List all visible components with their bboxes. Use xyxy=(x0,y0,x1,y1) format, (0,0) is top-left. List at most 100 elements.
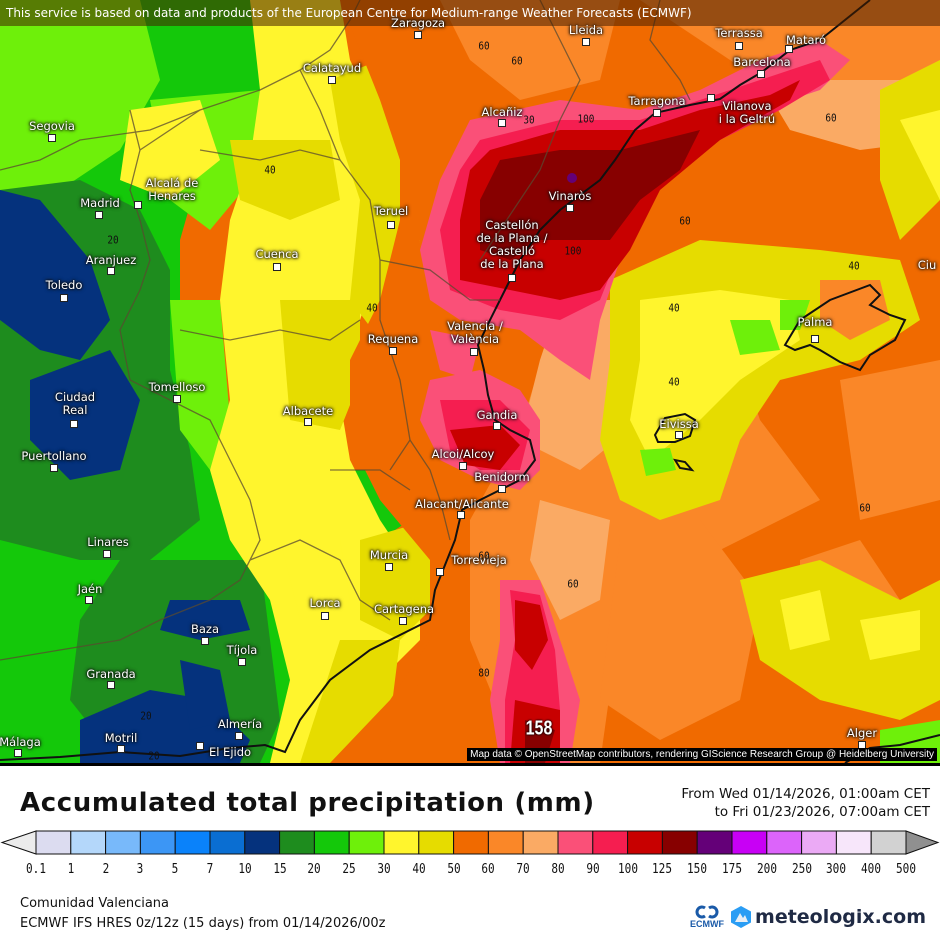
colorbar-tick-label: 60 xyxy=(481,862,496,877)
city-label: Teruel xyxy=(373,204,409,218)
contour-label: 20 xyxy=(107,233,119,247)
city-label: Alger xyxy=(846,726,878,740)
city-label: Mataró xyxy=(785,33,827,47)
colorbar-tick-label: 30 xyxy=(377,862,391,877)
contour-label: 40 xyxy=(668,375,680,389)
colorbar-tick-label: 40 xyxy=(412,862,426,877)
city-label: Jaén xyxy=(77,582,103,596)
city-label: Barcelona xyxy=(733,55,791,69)
city-marker-icon xyxy=(653,109,661,117)
city-marker-icon xyxy=(14,749,22,757)
contour-label: 40 xyxy=(848,259,860,273)
colorbar-swatch xyxy=(627,830,663,855)
colorbar-tick-label: 175 xyxy=(722,862,742,877)
colorbar-tick-label: 300 xyxy=(826,862,847,877)
city-label: Alcalá de Henares xyxy=(145,176,199,203)
colorbar-swatch xyxy=(348,830,385,855)
city-marker-icon xyxy=(389,347,397,355)
city-marker-icon xyxy=(70,420,78,428)
map-attribution[interactable]: Map data © OpenStreetMap contributors, r… xyxy=(467,748,937,761)
colorbar-swatch xyxy=(487,830,524,855)
colorbar-swatch xyxy=(70,830,107,855)
contour-label: 60 xyxy=(859,501,871,515)
city-marker-icon xyxy=(582,38,590,46)
city-label: Torrevieja xyxy=(451,553,507,567)
colorbar-tick-label: 10 xyxy=(238,862,252,877)
contour-label: 80 xyxy=(478,666,490,680)
forecast-period: From Wed 01/14/2026, 01:00am CET to Fri … xyxy=(681,785,930,821)
city-marker-icon xyxy=(735,42,743,50)
city-label: Valencia / València xyxy=(447,319,503,346)
colorbar-swatch xyxy=(453,830,489,855)
colorbar-labels: 0.1 1 2 3 5 7 10 15 20 25 30 40 50 60 70 80 90 100 125 150 1… xyxy=(0,862,940,880)
city-marker-icon xyxy=(385,563,393,571)
city-marker-icon xyxy=(785,45,793,53)
colorbar-tick-label: 25 xyxy=(342,862,356,877)
colorbar-tick-label: 15 xyxy=(272,862,287,877)
colorbar-tick-label: 400 xyxy=(861,862,882,877)
city-label: Cuenca xyxy=(255,247,299,261)
city-label: Tíjola xyxy=(226,643,258,657)
period-from: From Wed 01/14/2026, 01:00am CET xyxy=(681,786,930,802)
colorbar-tick-label: 100 xyxy=(617,862,638,877)
contour-label: 100 xyxy=(577,112,595,126)
colorbar-swatch xyxy=(835,830,872,855)
city-marker-icon xyxy=(470,348,478,356)
city-label: Tarragona xyxy=(628,94,686,108)
city-label: Zaragoza xyxy=(390,16,446,30)
city-label: Castellón de la Plana / Castelló de la Plan… xyxy=(476,218,548,271)
city-label: Requena xyxy=(367,332,419,346)
precipitation-map[interactable]: This service is based on data and produc… xyxy=(0,0,940,763)
city-label: Alcoi/Alcoy xyxy=(431,447,495,461)
contour-label: 40 xyxy=(264,163,276,177)
precipitation-colorbar xyxy=(0,830,940,855)
city-label: Tomelloso xyxy=(148,380,206,394)
city-marker-icon xyxy=(757,70,765,78)
meteologix-logo[interactable]: meteologix.com xyxy=(730,905,926,929)
ecmwf-logo-text: ECMWF xyxy=(690,919,725,929)
colorbar-swatch xyxy=(801,830,837,855)
city-marker-icon xyxy=(107,681,115,689)
city-marker-icon xyxy=(273,263,281,271)
colorbar-tick-label: 250 xyxy=(791,862,812,877)
city-marker-icon xyxy=(321,612,329,620)
city-label: Alacant/Alicante xyxy=(415,497,509,511)
colorbar-swatch xyxy=(105,830,141,855)
city-marker-icon xyxy=(117,745,125,753)
map-divider xyxy=(0,763,940,766)
city-label: Segovia xyxy=(29,119,75,133)
city-label: Terrassa xyxy=(715,26,763,40)
legend-title: Accumulated total precipitation (mm) xyxy=(20,788,595,818)
city-marker-icon xyxy=(414,31,422,39)
city-marker-icon xyxy=(48,134,56,142)
city-marker-icon xyxy=(707,94,715,102)
city-label: Motril xyxy=(104,731,138,745)
max-precip-value: 158 xyxy=(525,717,553,740)
city-marker-icon xyxy=(238,658,246,666)
city-label: Linares xyxy=(87,535,129,549)
city-label: Lleida xyxy=(568,23,604,37)
city-label: Toledo xyxy=(45,278,83,292)
colorbar-tick-label: 150 xyxy=(687,862,708,877)
model-run-info: ECMWF IFS HRES 0z/12z (15 days) from 01/… xyxy=(20,916,386,931)
colorbar-swatch xyxy=(766,830,803,855)
colorbar-swatch xyxy=(279,830,315,855)
colorbar-tick-label: 5 xyxy=(171,862,179,877)
colorbar-tick-label: 1 xyxy=(67,862,75,877)
city-label: Puertollano xyxy=(21,449,87,463)
colorbar-tick-label: 2 xyxy=(102,862,109,877)
city-marker-icon xyxy=(811,335,819,343)
city-marker-icon xyxy=(436,568,444,576)
meteologix-logo-text: meteologix.com xyxy=(755,906,926,928)
city-label: Albacete xyxy=(282,404,334,418)
colorbar-under-arrow xyxy=(0,830,37,855)
colorbar-over-arrow xyxy=(905,830,940,855)
city-marker-icon xyxy=(235,732,243,740)
city-marker-icon xyxy=(50,464,58,472)
ecmwf-logo[interactable]: ECMWF xyxy=(690,905,724,929)
colorbar-swatch xyxy=(661,830,698,855)
colorbar-tick-label: 7 xyxy=(206,862,214,877)
colorbar-tick-label: 70 xyxy=(516,862,530,877)
colorbar-swatch xyxy=(209,830,246,855)
colorbar-swatch xyxy=(174,830,211,855)
